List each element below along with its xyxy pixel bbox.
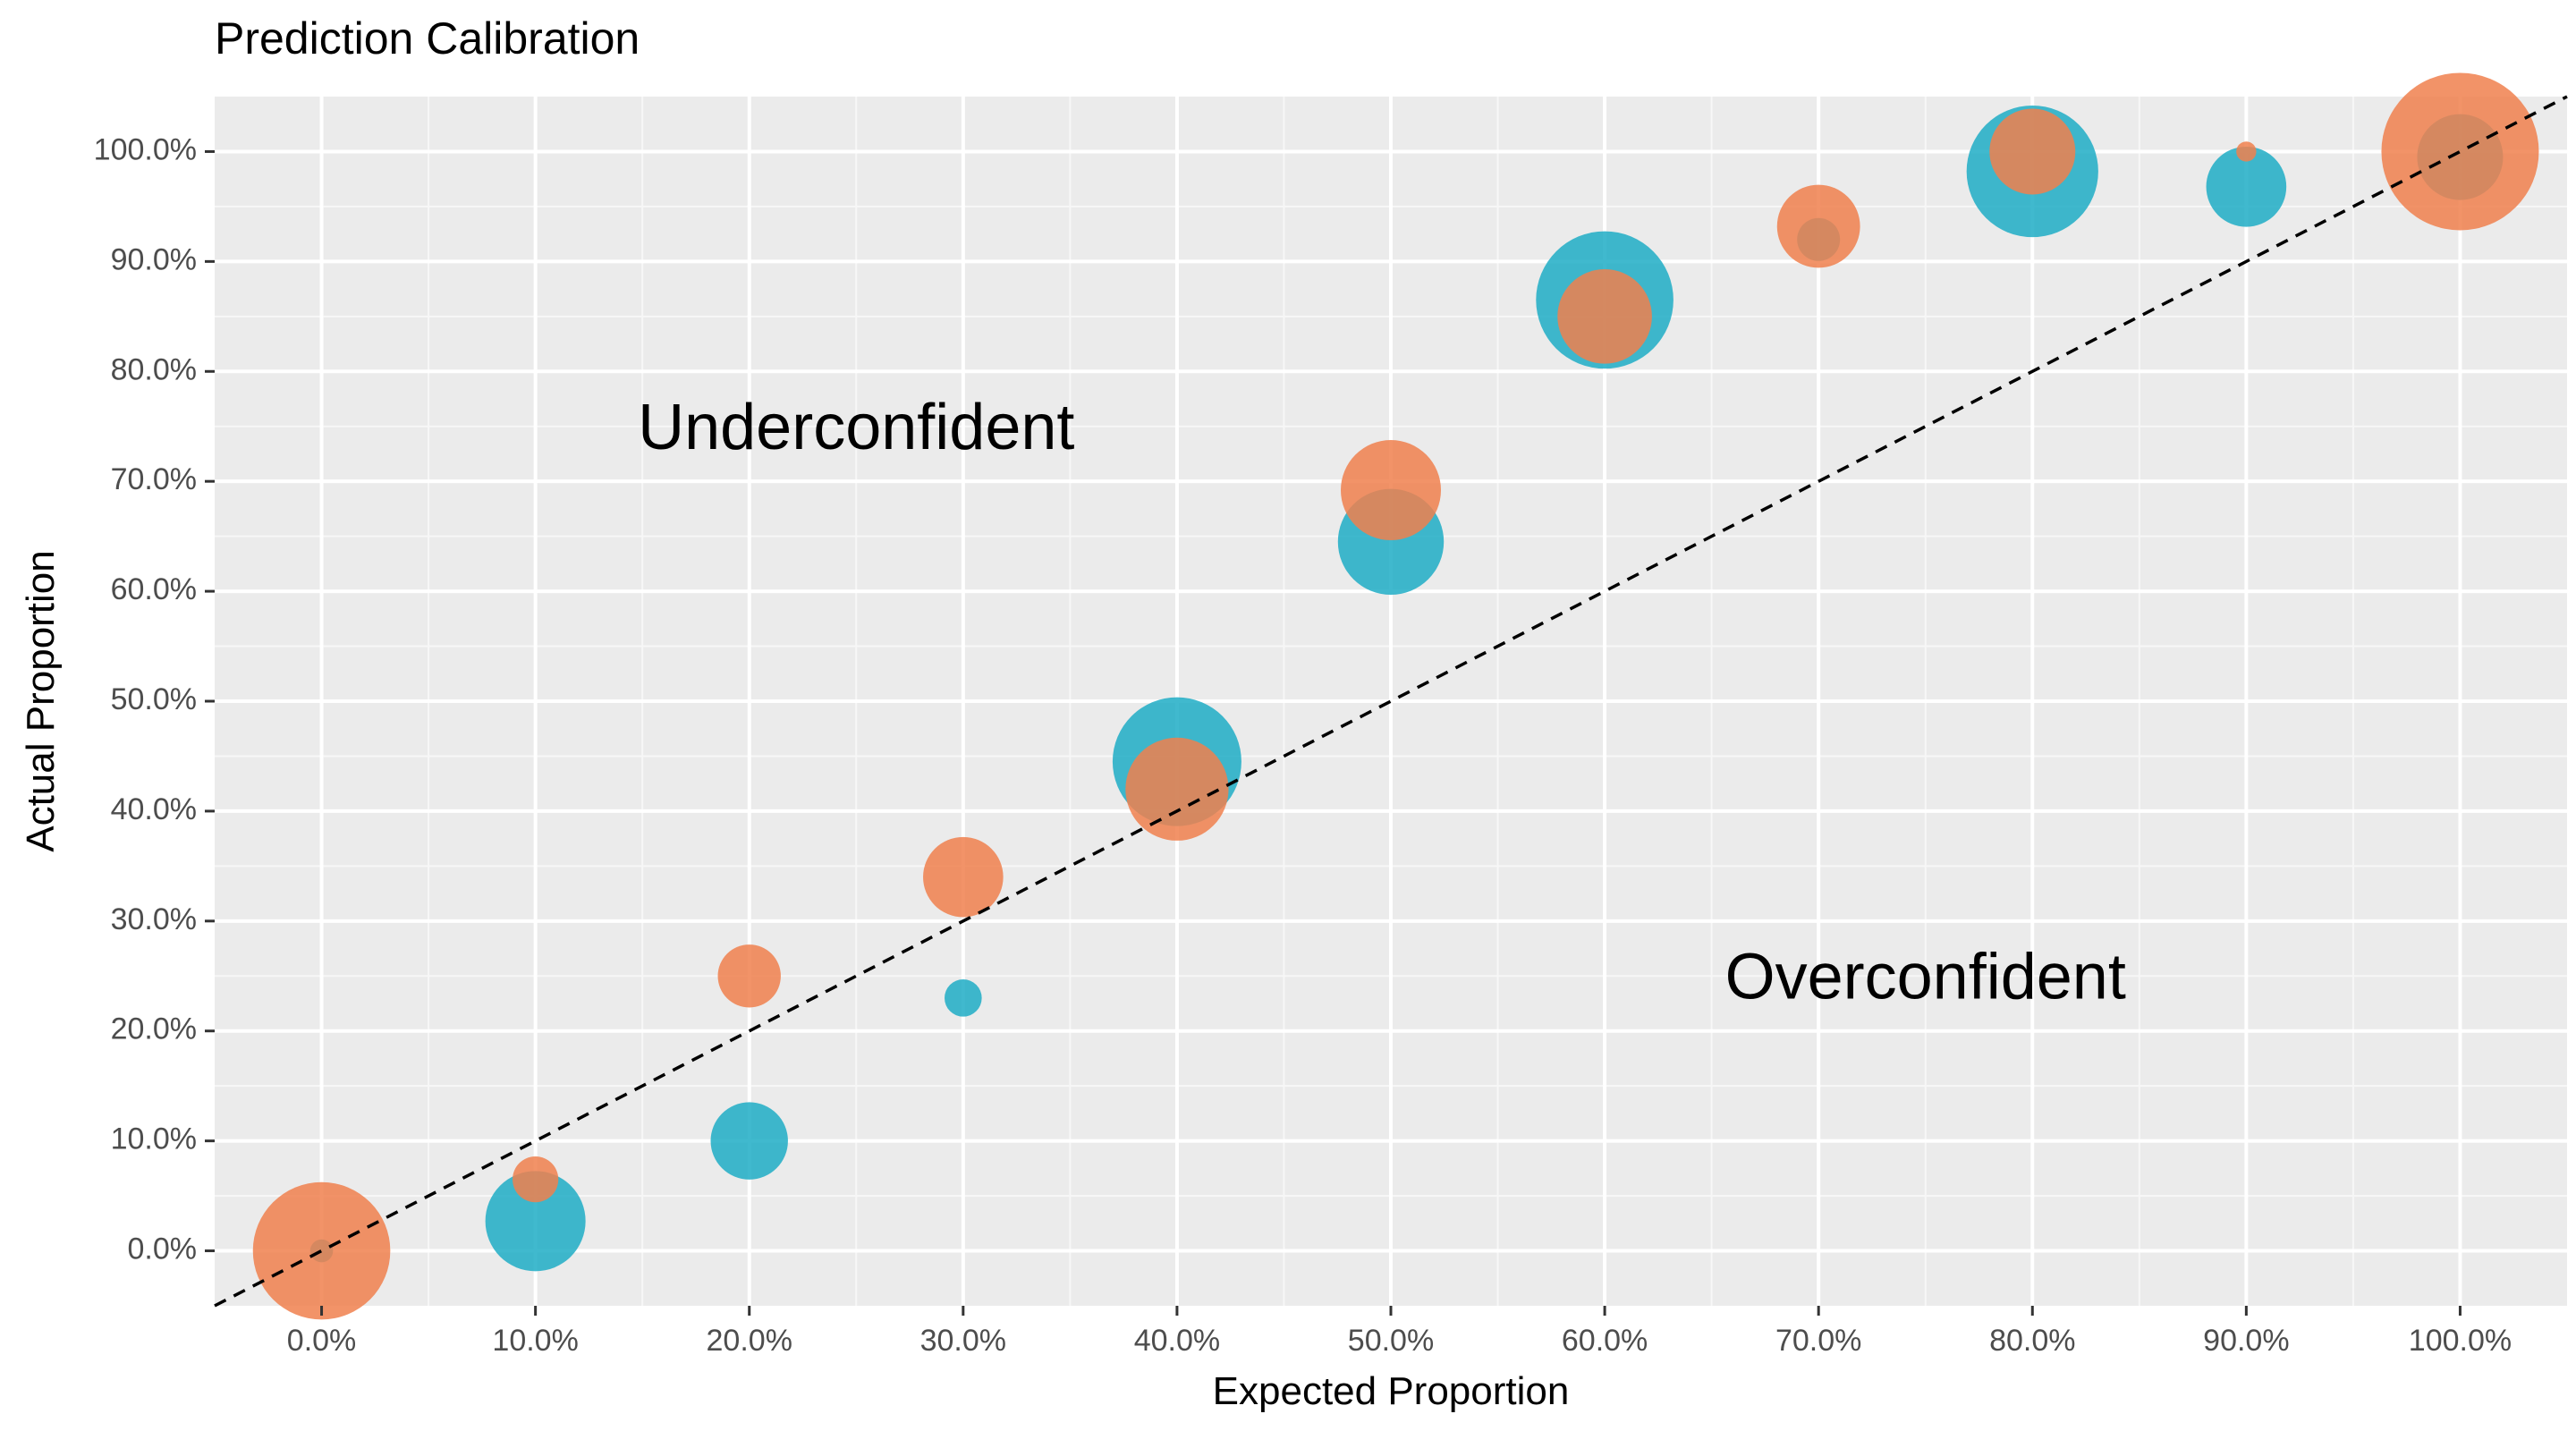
y-tick-label: 80.0% xyxy=(111,352,197,386)
point-series-1 xyxy=(485,1171,586,1272)
y-tick-label: 90.0% xyxy=(111,242,197,276)
point-series-2 xyxy=(1989,108,2076,195)
point-series-2 xyxy=(2381,72,2539,231)
point-series-1 xyxy=(2206,146,2287,227)
x-tick-label: 10.0% xyxy=(492,1324,578,1358)
annotations: Underconfident Overconfident xyxy=(638,392,2126,1013)
y-tick-label: 10.0% xyxy=(111,1122,197,1156)
x-tick-label: 50.0% xyxy=(1348,1324,1434,1358)
x-tick-label: 40.0% xyxy=(1134,1324,1220,1358)
y-tick-label: 40.0% xyxy=(111,792,197,826)
point-series-2 xyxy=(923,836,1004,918)
reference-line-y-equals-x xyxy=(214,95,2568,1308)
x-tick-label: 100.0% xyxy=(2409,1324,2512,1358)
data-points xyxy=(252,72,2539,1320)
y-tick-label: 70.0% xyxy=(111,462,197,496)
y-tick-label: 60.0% xyxy=(111,572,197,606)
y-tick-label: 50.0% xyxy=(111,682,197,716)
point-series-2 xyxy=(513,1156,559,1203)
x-tick-label: 90.0% xyxy=(2203,1324,2289,1358)
chart-title: Prediction Calibration xyxy=(215,13,640,64)
annotation-label: Overconfident xyxy=(1725,941,2126,1012)
x-tick-label: 70.0% xyxy=(1775,1324,1861,1358)
x-tick-label: 0.0% xyxy=(287,1324,357,1358)
point-series-1 xyxy=(710,1102,788,1180)
y-tick-label: 30.0% xyxy=(111,902,197,936)
x-tick-label: 20.0% xyxy=(707,1324,792,1358)
x-tick-label: 80.0% xyxy=(1989,1324,2075,1358)
point-series-2 xyxy=(1341,440,1441,541)
point-series-2 xyxy=(1125,737,1229,841)
annotation-label: Underconfident xyxy=(638,392,1074,463)
point-series-1 xyxy=(945,979,982,1017)
x-tick-label: 60.0% xyxy=(1562,1324,1648,1358)
point-series-2 xyxy=(2236,141,2257,162)
point-series-2 xyxy=(1776,184,1860,268)
y-axis: 0.0% 10.0% 20.0% 30.0% 40.0% 50.0% 60.0% 70.0% 8… xyxy=(94,132,215,1266)
x-tick-label: 30.0% xyxy=(920,1324,1006,1358)
reference-line xyxy=(214,95,2568,1308)
point-series-2 xyxy=(252,1181,391,1320)
x-axis: 0.0% 10.0% 20.0% 30.0% 40.0% 50.0% 60.0% 70.0% 8… xyxy=(287,1306,2512,1358)
point-series-2 xyxy=(1557,269,1652,364)
y-axis-label: Actual Proportion xyxy=(19,550,63,852)
y-tick-label: 20.0% xyxy=(111,1012,197,1046)
y-tick-label: 0.0% xyxy=(128,1232,198,1266)
y-tick-label: 100.0% xyxy=(94,132,197,166)
x-axis-label: Expected Proportion xyxy=(1213,1369,1570,1413)
major-gridlines xyxy=(215,97,2567,1306)
point-series-2 xyxy=(717,944,781,1008)
